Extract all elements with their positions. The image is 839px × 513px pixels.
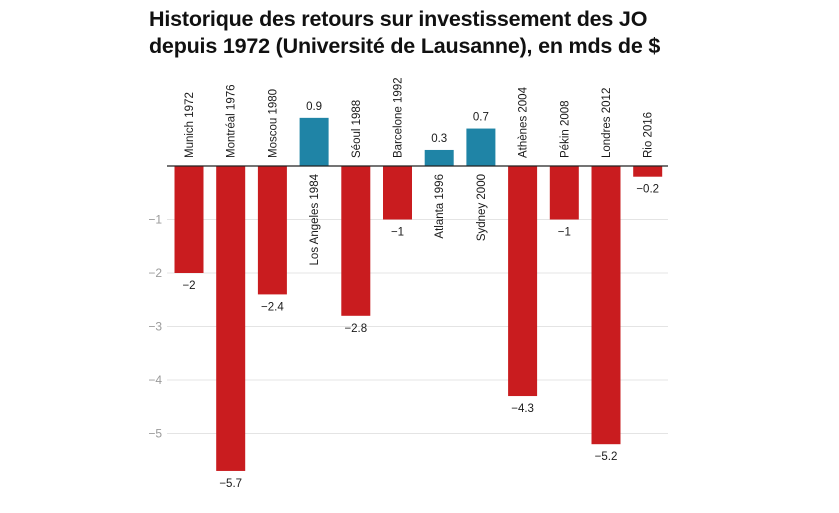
bar xyxy=(508,166,538,397)
data-label: −5.7 xyxy=(219,478,242,490)
category-label: Rio 2016 xyxy=(643,112,655,158)
bar xyxy=(341,166,371,316)
data-label: 0.3 xyxy=(431,133,447,145)
data-label: −2.8 xyxy=(344,323,367,335)
bar xyxy=(424,149,454,166)
bar xyxy=(174,166,204,273)
y-tick-label: −4 xyxy=(148,373,162,387)
category-label: Atlanta 1996 xyxy=(434,174,446,239)
y-tick-label: −1 xyxy=(148,213,162,227)
bar xyxy=(591,166,621,445)
category-label: Barcelone 1992 xyxy=(393,77,405,158)
data-label: −4.3 xyxy=(511,403,534,415)
data-label: −2 xyxy=(182,280,195,292)
bar xyxy=(549,166,579,220)
data-label: −1 xyxy=(391,227,404,239)
category-label: Séoul 1988 xyxy=(351,100,363,158)
data-label: −2.4 xyxy=(261,301,284,313)
category-label: Los Angeles 1984 xyxy=(309,173,321,265)
data-label: −1 xyxy=(558,227,571,239)
category-label: Moscou 1980 xyxy=(267,89,279,158)
bar xyxy=(216,166,246,471)
category-label: Pékin 2008 xyxy=(559,100,571,158)
data-label: −5.2 xyxy=(595,451,618,463)
chart-title-line-1: Historique des retours sur investissemen… xyxy=(149,7,648,31)
data-label: 0.7 xyxy=(473,112,489,124)
bar xyxy=(633,166,663,177)
bar xyxy=(466,128,496,166)
chart-title: Historique des retours sur investissemen… xyxy=(149,6,709,60)
bar xyxy=(383,166,412,220)
category-label: Sydney 2000 xyxy=(476,174,488,241)
chart-title-line-2: depuis 1972 (Université de Lausanne), en… xyxy=(149,34,661,58)
y-tick-label: −3 xyxy=(148,320,162,334)
bar xyxy=(299,117,329,166)
category-label: Munich 1972 xyxy=(184,92,196,158)
category-label: Montréal 1976 xyxy=(226,84,238,158)
category-label: Londres 2012 xyxy=(601,88,613,158)
bar xyxy=(257,166,287,295)
y-tick-label: −2 xyxy=(148,266,162,280)
category-label: Athènes 2004 xyxy=(518,86,530,158)
y-tick-label: −5 xyxy=(148,427,162,441)
data-label: −0.2 xyxy=(636,184,659,196)
data-label: 0.9 xyxy=(306,101,322,113)
